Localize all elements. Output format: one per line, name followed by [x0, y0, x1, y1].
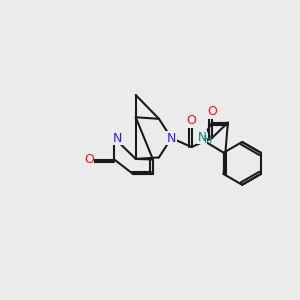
Text: O: O: [207, 106, 217, 118]
Text: N: N: [112, 132, 122, 145]
Text: H: H: [204, 135, 213, 145]
Text: O: O: [187, 114, 196, 128]
Text: O: O: [84, 153, 94, 166]
Text: N: N: [167, 132, 176, 145]
Text: N: N: [198, 131, 206, 144]
